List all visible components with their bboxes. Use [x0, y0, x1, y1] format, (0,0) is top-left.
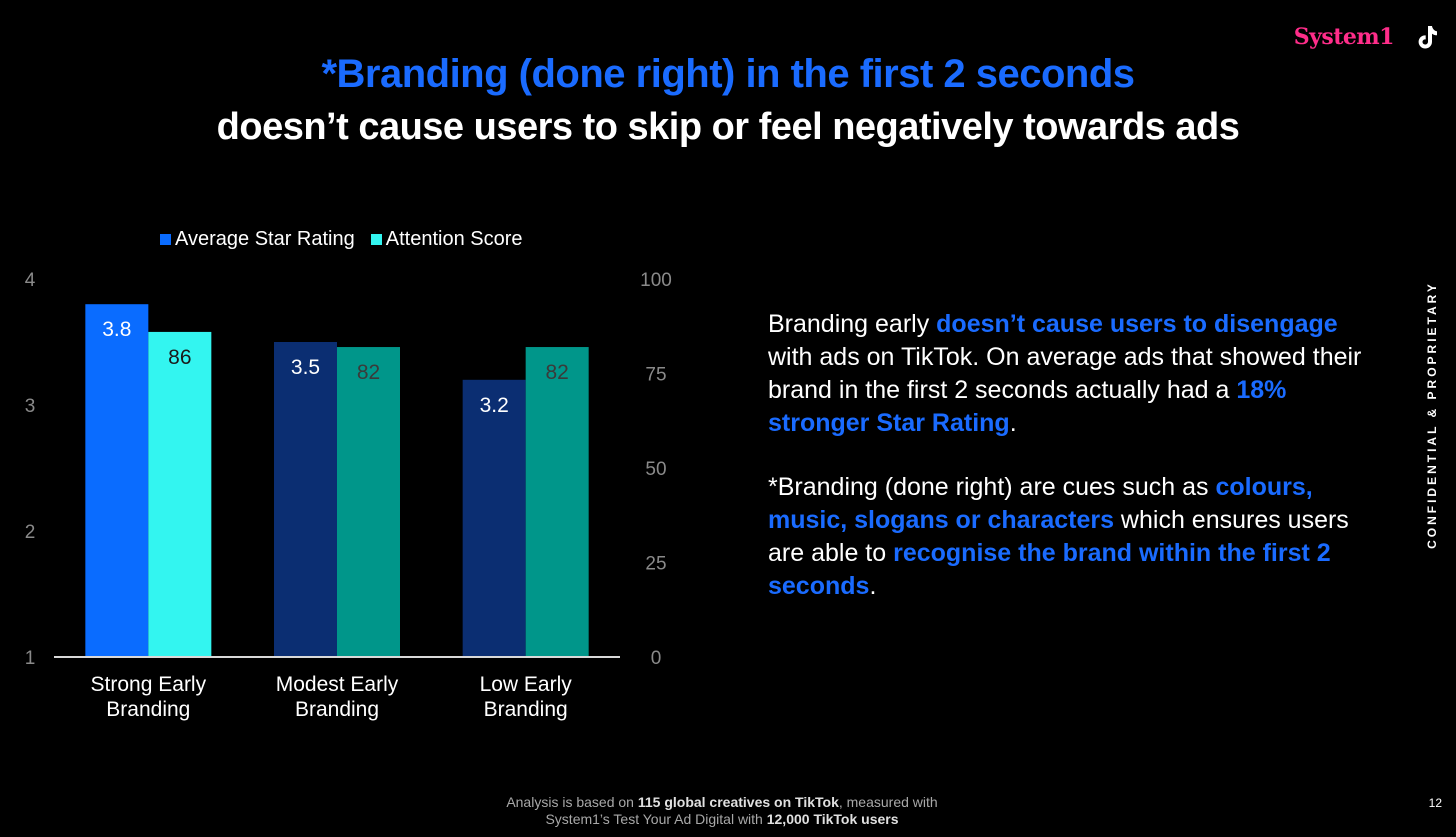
footer-line1-segment-1: 115 global creatives on TikTok [637, 794, 839, 810]
footer-note: Analysis is based on 115 global creative… [0, 794, 1444, 828]
p1-segment-2: with ads on TikTok. On average ads that … [768, 343, 1362, 404]
bar-attention-2 [525, 347, 589, 657]
title-line-2: doesn’t cause users to skip or feel nega… [216, 106, 1240, 148]
p2-segment-4: . [869, 572, 877, 600]
p2-segment-1: colours, music, slogans or characters [768, 473, 1313, 534]
left-axis-tick-1: 2 [25, 522, 36, 543]
bar-star-rating-0 [85, 304, 149, 657]
footer-line-2: System1’s Test Your Ad Digital with 12,0… [0, 811, 1444, 828]
bar-chart: 1 2 3 4 0 25 50 75 100 3.8 86 Strong Early Branding 3… [25, 270, 672, 721]
legend-item-attention: Attention Score [370, 228, 523, 251]
system1-logo: System1 [1293, 24, 1395, 50]
footer-line1-segment-2: , measured with [838, 794, 938, 810]
bar-star-rating-2 [462, 379, 526, 657]
category-label-1: Modest Early Branding [276, 673, 399, 721]
p2-segment-2: which ensures users are able to [768, 506, 1349, 567]
p2-segment-0: *Branding (done right) are cues such as [768, 473, 1216, 501]
explanation-paragraph-2: *Branding (done right) are cues such as … [768, 471, 1368, 603]
left-axis-tick-0: 1 [25, 648, 36, 669]
confidential-label: CONFIDENTIAL & PROPRIETARY [1425, 281, 1439, 549]
p2-segment-3: recognise the brand within the first 2 s… [768, 539, 1331, 600]
title-line-1: *Branding (done right) in the first 2 se… [321, 52, 1135, 96]
page-number: 12 [1428, 796, 1442, 810]
footer-line-1: Analysis is based on 115 global creative… [0, 794, 1444, 811]
bar-attention-1 [337, 347, 400, 657]
legend-label-star-rating: Average Star Rating [175, 228, 355, 250]
p1-segment-4: . [1009, 409, 1017, 437]
footer-line2-segment-1: 12,000 TikTok users [766, 811, 899, 827]
tiktok-icon [1418, 26, 1437, 49]
bar-attention-0 [148, 331, 212, 657]
p1-segment-0: Branding early [768, 310, 937, 338]
data-label-star-rating-1: 3.5 [291, 356, 320, 379]
right-axis-tick-1: 25 [645, 554, 666, 575]
chart-legend: Average Star Rating Attention Score [160, 228, 523, 251]
explanation-paragraph-1: Branding early doesn’t cause users to di… [768, 308, 1368, 440]
category-label-0: Strong Early Branding [91, 673, 207, 721]
data-label-star-rating-2: 3.2 [480, 394, 509, 417]
left-axis-tick-2: 3 [25, 396, 36, 417]
p1-segment-3: 18% stronger Star Rating [768, 376, 1287, 437]
legend-item-star-rating: Average Star Rating [160, 228, 355, 251]
legend-swatch-star-rating [160, 234, 171, 245]
legend-label-attention: Attention Score [385, 228, 523, 250]
data-label-attention-1: 82 [357, 361, 380, 384]
footer-line2-segment-0: System1’s Test Your Ad Digital with [545, 811, 767, 827]
data-label-star-rating-0: 3.8 [102, 318, 131, 341]
bar-star-rating-1 [274, 342, 337, 657]
data-label-attention-2: 82 [545, 361, 568, 384]
right-axis-tick-3: 75 [645, 365, 666, 386]
right-axis-tick-4: 100 [640, 270, 672, 291]
left-axis-tick-3: 4 [25, 270, 36, 291]
explanation-text: Branding early doesn’t cause users to di… [768, 308, 1368, 634]
category-label-2: Low Early Branding [480, 673, 573, 721]
data-label-attention-0: 86 [168, 346, 191, 369]
right-axis-tick-0: 0 [651, 648, 662, 669]
legend-swatch-attention [370, 234, 382, 245]
right-axis-tick-2: 50 [645, 459, 666, 480]
p1-segment-1: doesn’t cause users to disengage [936, 310, 1338, 338]
footer-line1-segment-0: Analysis is based on [506, 794, 638, 810]
